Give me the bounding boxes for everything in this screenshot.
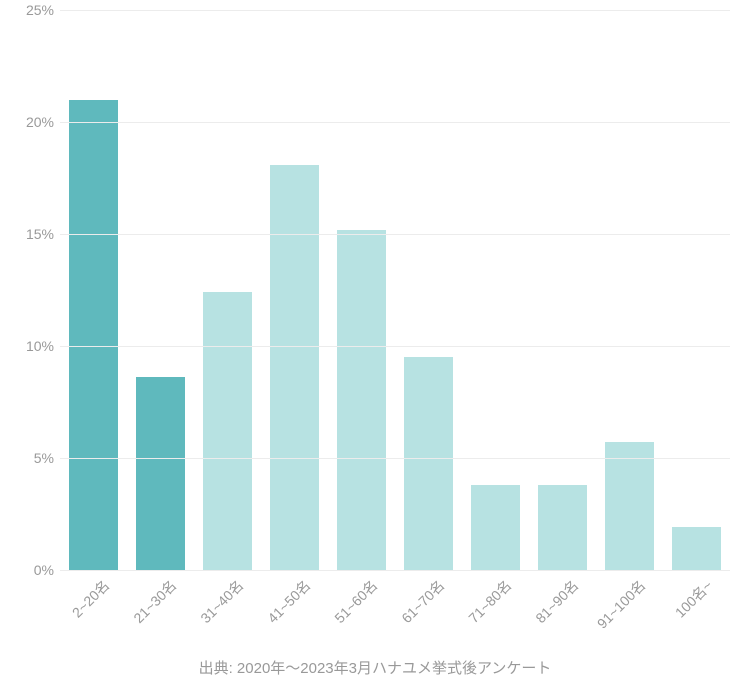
x-axis-label: 51~60名 xyxy=(329,576,381,628)
bar-slot: 91~100名 xyxy=(596,10,663,570)
bar xyxy=(136,377,186,570)
x-axis-label: 81~90名 xyxy=(530,576,582,628)
y-axis-label: 15% xyxy=(4,226,54,242)
gridline xyxy=(60,570,730,571)
bars-container: 2~20名21~30名31~40名41~50名51~60名61~70名71~80… xyxy=(60,10,730,570)
y-axis-label: 5% xyxy=(4,450,54,466)
x-axis-label: 91~100名 xyxy=(592,576,649,633)
bar-slot: 81~90名 xyxy=(529,10,596,570)
bar xyxy=(672,527,722,570)
bar-slot: 100名~ xyxy=(663,10,730,570)
plot-area: 2~20名21~30名31~40名41~50名51~60名61~70名71~80… xyxy=(60,10,730,570)
gridline xyxy=(60,234,730,235)
x-axis-label: 61~70名 xyxy=(396,576,448,628)
bar xyxy=(270,165,320,570)
bar-slot: 61~70名 xyxy=(395,10,462,570)
bar xyxy=(337,230,387,570)
gridline xyxy=(60,10,730,11)
x-axis-label: 2~20名 xyxy=(67,576,113,622)
guest-count-bar-chart: 2~20名21~30名31~40名41~50名51~60名61~70名71~80… xyxy=(0,0,750,690)
bar-slot: 41~50名 xyxy=(261,10,328,570)
x-axis-label: 100名~ xyxy=(670,576,716,622)
gridline xyxy=(60,458,730,459)
x-axis-label: 31~40名 xyxy=(195,576,247,628)
x-axis-label: 71~80名 xyxy=(463,576,515,628)
bar-slot: 21~30名 xyxy=(127,10,194,570)
bar-slot: 71~80名 xyxy=(462,10,529,570)
x-axis-label: 21~30名 xyxy=(128,576,180,628)
y-axis-label: 25% xyxy=(4,2,54,18)
bar xyxy=(404,357,454,570)
bar xyxy=(605,442,655,570)
bar-slot: 31~40名 xyxy=(194,10,261,570)
bar xyxy=(69,100,119,570)
gridline xyxy=(60,346,730,347)
x-axis-label: 41~50名 xyxy=(262,576,314,628)
bar xyxy=(538,485,588,570)
gridline xyxy=(60,122,730,123)
y-axis-label: 20% xyxy=(4,114,54,130)
y-axis-label: 10% xyxy=(4,338,54,354)
bar xyxy=(471,485,521,570)
y-axis-label: 0% xyxy=(4,562,54,578)
bar xyxy=(203,292,253,570)
source-caption: 出典: 2020年〜2023年3月ハナユメ挙式後アンケート xyxy=(0,657,750,678)
bar-slot: 2~20名 xyxy=(60,10,127,570)
bar-slot: 51~60名 xyxy=(328,10,395,570)
